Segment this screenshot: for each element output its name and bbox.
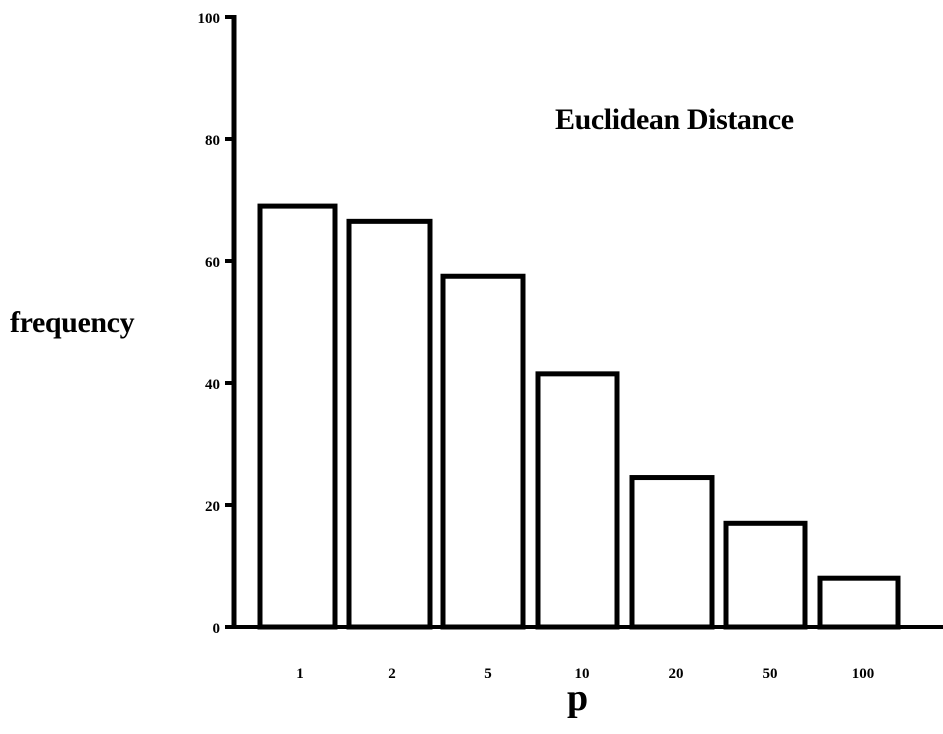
y-axis-label: frequency bbox=[10, 306, 135, 339]
bar bbox=[257, 203, 338, 630]
x-tick-label: 10 bbox=[575, 666, 590, 682]
y-tick-label: 0 bbox=[213, 621, 221, 637]
bar bbox=[440, 273, 526, 630]
bar bbox=[629, 475, 715, 630]
y-axis-ticks: 0 20 40 60 80 100 bbox=[198, 11, 234, 637]
x-tick-label: 5 bbox=[484, 666, 492, 682]
y-tick-label: 80 bbox=[205, 133, 220, 149]
x-tick-label: 20 bbox=[669, 666, 684, 682]
x-axis-label: p bbox=[567, 677, 589, 719]
x-tick-label: 1 bbox=[296, 666, 304, 682]
bar bbox=[817, 575, 901, 630]
y-tick-label: 40 bbox=[205, 377, 220, 393]
x-tick-label: 50 bbox=[763, 666, 778, 682]
chart-title: Euclidean Distance bbox=[555, 103, 794, 136]
x-tick-label: 100 bbox=[852, 666, 875, 682]
bar bbox=[535, 371, 620, 630]
bar bbox=[346, 218, 433, 630]
y-tick-label: 60 bbox=[205, 255, 220, 271]
y-tick-label: 100 bbox=[198, 11, 221, 27]
y-tick-label: 20 bbox=[205, 499, 220, 515]
bar bbox=[723, 520, 808, 630]
x-axis-ticks: 1 2 5 10 20 50 100 bbox=[296, 666, 874, 682]
bars-group bbox=[257, 203, 901, 630]
x-tick-label: 2 bbox=[388, 666, 396, 682]
